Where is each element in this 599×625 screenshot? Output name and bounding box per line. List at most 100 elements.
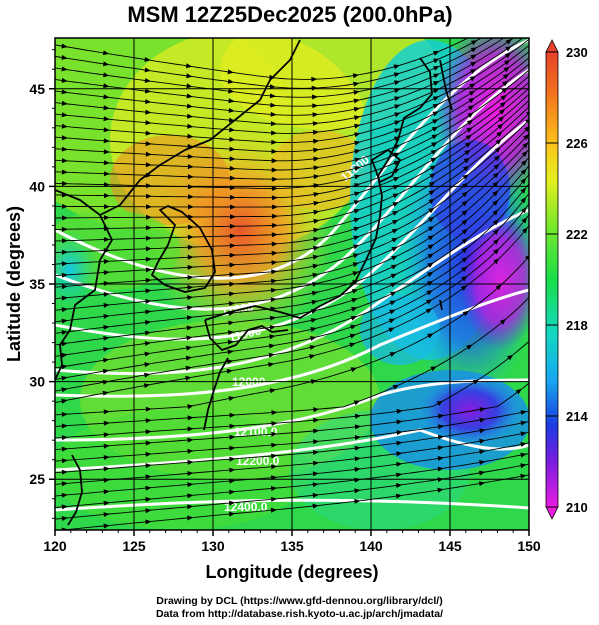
wind-arrowhead — [103, 259, 110, 264]
wind-arrowhead — [188, 194, 194, 200]
wind-arrowhead — [61, 100, 68, 106]
wind-arrowhead — [187, 471, 194, 476]
wind-arrowhead — [311, 299, 318, 305]
wind-arrowhead — [145, 151, 152, 157]
wind-arrowhead — [229, 467, 236, 473]
wind-arrowhead — [433, 81, 440, 86]
wind-arrowhead — [270, 287, 277, 293]
wind-arrowhead — [103, 105, 110, 111]
x-axis: 120 125 130 135 140 145 150 — [43, 530, 541, 554]
wind-arrowhead — [104, 193, 110, 199]
wind-arrowhead — [430, 366, 437, 372]
wind-arrowhead — [104, 215, 110, 221]
wind-arrowhead — [393, 80, 401, 86]
wind-arrowhead — [229, 223, 236, 229]
wind-arrowhead — [433, 51, 440, 56]
wind-arrowhead — [269, 84, 276, 90]
wind-arrowhead — [61, 387, 68, 393]
wind-arrowhead — [479, 449, 486, 455]
wind-streamline — [55, 63, 529, 171]
wind-arrowhead — [309, 345, 316, 350]
wind-arrowhead — [313, 192, 320, 197]
wind-arrowhead — [430, 149, 438, 155]
wind-arrowhead — [466, 127, 473, 133]
wind-arrowhead — [271, 167, 278, 173]
wind-arrowhead — [61, 330, 68, 335]
wind-arrowhead — [432, 111, 439, 117]
wind-arrowhead — [229, 423, 236, 429]
wind-arrowhead — [312, 112, 319, 118]
wind-arrowhead — [230, 214, 236, 220]
wind-arrowhead — [504, 59, 511, 66]
wind-arrowhead — [271, 431, 278, 437]
wind-arrowhead — [229, 194, 236, 200]
wind-arrowhead — [463, 165, 470, 172]
wind-arrowhead — [350, 324, 357, 330]
wind-arrowhead — [103, 432, 110, 438]
wind-arrowhead — [61, 446, 68, 452]
wind-arrowhead — [187, 123, 194, 129]
wind-arrowhead — [354, 123, 361, 129]
wind-arrowhead — [394, 96, 401, 102]
wind-arrowhead — [229, 511, 236, 517]
wind-arrowhead — [187, 504, 194, 510]
wind-arrowhead — [145, 320, 152, 325]
wind-arrowhead — [429, 165, 437, 171]
wind-arrowhead — [469, 76, 476, 82]
wind-arrowhead — [461, 219, 468, 226]
wind-arrowhead — [461, 228, 468, 235]
wind-arrowhead — [145, 225, 152, 231]
wind-arrowhead — [187, 164, 194, 170]
wind-arrowhead — [312, 492, 319, 498]
wind-arrowhead — [271, 223, 278, 228]
wind-arrowhead — [271, 250, 278, 256]
wind-arrowhead — [349, 342, 356, 348]
wind-arrowhead — [61, 77, 68, 83]
wind-arrowhead — [390, 264, 398, 270]
wind-arrowhead — [394, 112, 401, 118]
wind-arrowhead — [426, 299, 433, 305]
wind-arrowhead — [495, 284, 502, 291]
x-tick-label: 120 — [43, 538, 67, 554]
wind-arrowhead — [144, 362, 151, 368]
wind-arrowhead — [461, 275, 468, 282]
wind-arrowhead — [103, 182, 110, 188]
wind-arrowhead — [103, 420, 110, 426]
wind-arrowhead — [186, 93, 193, 99]
wind-arrowhead — [62, 203, 68, 209]
wind-arrowhead — [271, 410, 278, 416]
wind-arrowhead — [61, 158, 68, 164]
y-tick-label: 30 — [29, 374, 45, 390]
wind-arrowhead — [186, 103, 194, 109]
wind-arrowheads — [61, 38, 536, 530]
wind-arrowhead — [61, 318, 68, 324]
wind-arrowhead — [392, 384, 400, 390]
wind-arrowhead — [229, 136, 236, 142]
y-tick-label: 25 — [29, 471, 45, 487]
wind-arrowhead — [311, 308, 318, 314]
wind-arrowhead — [103, 500, 110, 506]
wind-arrowhead — [428, 190, 435, 196]
wind-arrowhead — [462, 310, 469, 317]
wind-arrowhead — [103, 226, 110, 232]
x-axis-label: Longitude (degrees) — [205, 562, 378, 582]
wind-arrowhead — [145, 256, 152, 262]
wind-arrowhead — [313, 200, 320, 206]
wind-arrowhead — [145, 162, 152, 168]
wind-arrowhead — [229, 233, 236, 239]
wind-arrowhead — [145, 485, 152, 491]
wind-arrowhead — [310, 318, 318, 323]
wind-arrowhead — [145, 235, 152, 241]
chart-title: MSM 12Z25Dec2025 (200.0hPa) — [127, 2, 452, 27]
wind-arrowhead — [271, 232, 278, 238]
wind-streamline — [55, 38, 495, 98]
wind-arrowhead — [187, 113, 194, 119]
wind-arrowhead — [478, 481, 486, 487]
wind-arrowhead — [145, 99, 152, 104]
wind-arrowhead — [351, 298, 358, 303]
wind-arrowhead — [530, 88, 536, 94]
wind-arrowhead — [103, 324, 110, 330]
wind-arrowhead — [464, 142, 472, 148]
wind-arrowhead — [143, 383, 151, 389]
